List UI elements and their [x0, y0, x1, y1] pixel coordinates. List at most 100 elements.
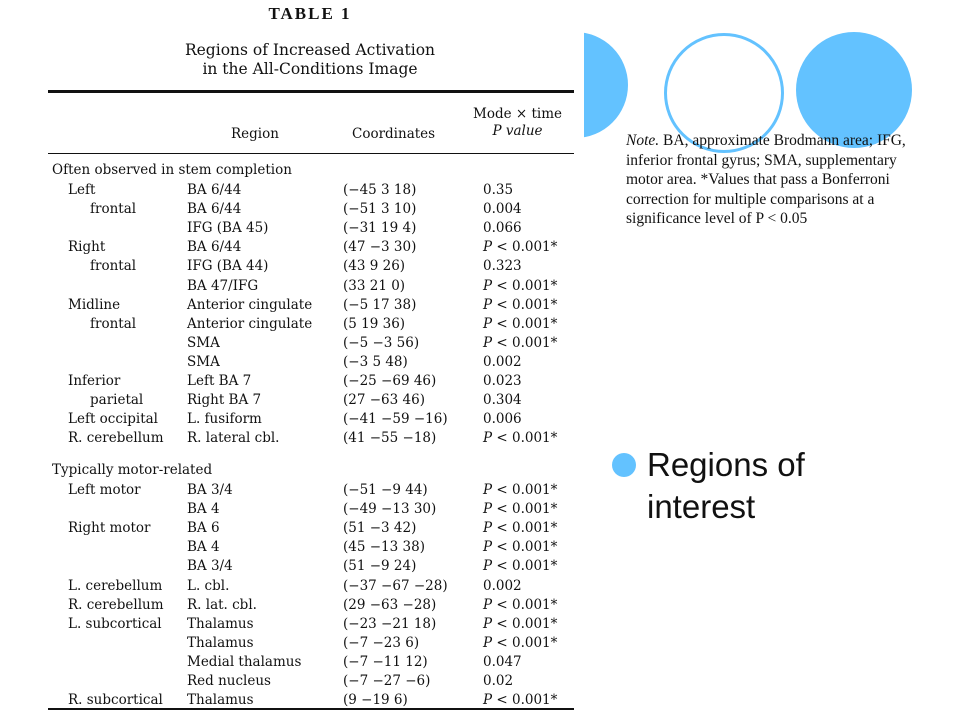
row-coordinates: (−5 17 38) — [343, 296, 417, 313]
decorative-circle-outline — [664, 33, 784, 153]
row-p-value: P < 0.001* — [483, 315, 558, 332]
row-region: R. lateral cbl. — [187, 430, 280, 447]
row-region: BA 6 — [187, 520, 220, 537]
row-p-value: P < 0.001* — [483, 634, 558, 651]
row-region: BA 3/4 — [187, 558, 233, 575]
row-label: frontal — [90, 201, 137, 218]
table-bottom-rule — [48, 708, 574, 710]
row-coordinates: (−41 −59 −16) — [343, 411, 448, 428]
column-header-p-line2: P value — [492, 123, 543, 139]
row-label: R. subcortical — [68, 692, 163, 709]
column-header-coordinates: Coordinates — [352, 126, 436, 142]
column-header-region: Region — [231, 126, 279, 142]
row-p-value: P < 0.001* — [483, 558, 558, 575]
column-header-p-value: Mode × time P value — [473, 106, 562, 140]
table-caption: Regions of Increased Activation in the A… — [36, 41, 584, 79]
row-p-value: P < 0.001* — [483, 501, 558, 518]
row-region: Thalamus — [187, 634, 254, 651]
row-region: BA 6/44 — [187, 201, 242, 218]
row-p-value: 0.006 — [483, 411, 522, 428]
row-p-value: 0.35 — [483, 182, 514, 198]
decorative-circle-right — [796, 32, 912, 148]
row-coordinates: (29 −63 −28) — [343, 596, 437, 613]
row-label: R. cerebellum — [68, 430, 164, 447]
row-p-value: P < 0.001* — [483, 539, 558, 556]
row-region: L. cbl. — [187, 577, 230, 594]
row-region: Right BA 7 — [187, 392, 262, 409]
row-coordinates: (27 −63 46) — [343, 392, 425, 409]
row-coordinates: (41 −55 −18) — [343, 430, 437, 447]
row-region: IFG (BA 44) — [187, 258, 269, 275]
row-region: BA 3/4 — [187, 482, 233, 498]
row-coordinates: (−45 3 18) — [343, 182, 417, 198]
row-coordinates: (−37 −67 −28) — [343, 577, 448, 594]
row-p-value: P < 0.001* — [483, 615, 558, 632]
row-region: SMA — [187, 334, 220, 351]
row-coordinates: (−7 −11 12) — [343, 653, 428, 670]
row-coordinates: (−51 −9 44) — [343, 482, 428, 498]
row-p-value: P < 0.001* — [483, 334, 558, 351]
table-note: Note. BA, approximate Brodmann area; IFG… — [626, 131, 916, 229]
row-label: L. subcortical — [68, 615, 162, 632]
row-coordinates: (−31 19 4) — [343, 220, 417, 237]
row-label: Left — [68, 182, 96, 198]
row-label: Inferior — [68, 373, 121, 389]
row-coordinates: (−3 5 48) — [343, 353, 408, 370]
row-region: L. fusiform — [187, 411, 262, 428]
row-coordinates: (33 21 0) — [343, 277, 406, 294]
row-coordinates: (45 −13 38) — [343, 539, 425, 556]
row-coordinates: (51 −9 24) — [343, 558, 417, 575]
row-region: Medial thalamus — [187, 653, 302, 670]
row-p-value: P < 0.001* — [483, 239, 558, 256]
row-label: Right — [68, 239, 106, 256]
table-caption-line2: in the All-Conditions Image — [202, 60, 418, 78]
row-label: frontal — [90, 315, 137, 332]
row-region: BA 4 — [187, 539, 220, 556]
row-p-value: P < 0.001* — [483, 692, 558, 709]
row-p-value: P < 0.001* — [483, 520, 558, 537]
bullet-dot-icon — [612, 453, 636, 477]
table-label: TABLE 1 — [268, 4, 352, 23]
row-coordinates: (−51 3 10) — [343, 201, 417, 218]
row-label: Midline — [68, 296, 121, 313]
table-top-rule — [48, 90, 574, 93]
row-region: BA 6/44 — [187, 239, 242, 256]
row-coordinates: (−49 −13 30) — [343, 501, 437, 518]
activation-table: TABLE 1 Regions of Increased Activation … — [36, 0, 584, 720]
row-coordinates: (−25 −69 46) — [343, 373, 437, 389]
row-p-value: 0.304 — [483, 392, 522, 409]
row-p-value: 0.004 — [483, 201, 522, 218]
row-p-value: P < 0.001* — [483, 596, 558, 613]
row-coordinates: (47 −3 30) — [343, 239, 417, 256]
table-header-rule — [48, 153, 574, 154]
table-caption-line1: Regions of Increased Activation — [184, 41, 436, 59]
row-p-value: 0.02 — [483, 673, 514, 689]
row-label: R. cerebellum — [68, 596, 164, 613]
row-p-value: 0.066 — [483, 220, 522, 237]
note-lead: Note. — [626, 132, 660, 149]
row-p-value: 0.023 — [483, 373, 522, 389]
row-region: Anterior cingulate — [187, 296, 313, 313]
note-text: BA, approximate Brodmann area; IFG, infe… — [626, 132, 906, 227]
section-title: Often observed in stem completion — [52, 162, 292, 178]
row-label: Left occipital — [68, 411, 158, 428]
row-p-value: P < 0.001* — [483, 296, 558, 313]
row-p-value: 0.002 — [483, 353, 522, 370]
row-p-value: 0.002 — [483, 577, 522, 594]
row-region: BA 47/IFG — [187, 277, 259, 294]
row-label: Left motor — [68, 482, 141, 498]
row-coordinates: (43 9 26) — [343, 258, 406, 275]
section-title: Typically motor-related — [52, 462, 213, 478]
row-p-value: P < 0.001* — [483, 430, 558, 447]
row-p-value: 0.323 — [483, 258, 522, 275]
row-coordinates: (−7 −27 −6) — [343, 673, 431, 689]
row-region: BA 6/44 — [187, 182, 242, 198]
row-p-value: P < 0.001* — [483, 482, 558, 498]
row-region: R. lat. cbl. — [187, 596, 257, 613]
row-p-value: 0.047 — [483, 653, 522, 670]
row-region: Thalamus — [187, 615, 254, 632]
column-header-p-line1: Mode × time — [473, 106, 563, 122]
row-label: frontal — [90, 258, 137, 275]
row-coordinates: (−5 −3 56) — [343, 334, 420, 351]
row-region: IFG (BA 45) — [187, 220, 269, 237]
